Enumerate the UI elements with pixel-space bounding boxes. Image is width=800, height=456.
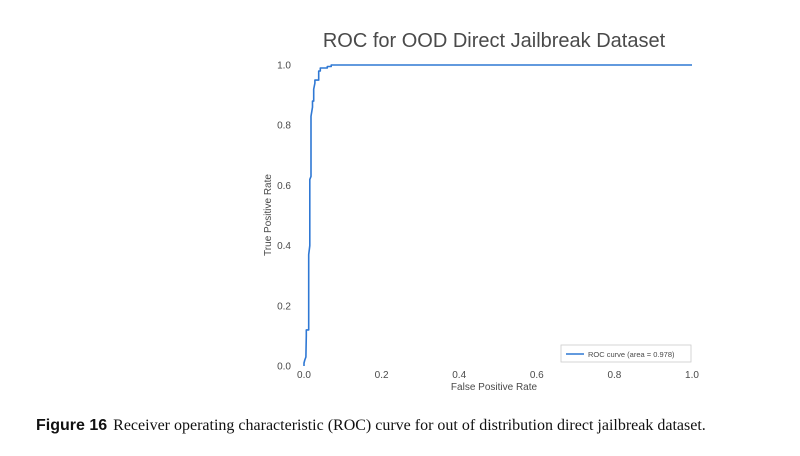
x-tick-label: 0.4 [452, 370, 466, 381]
roc-chart: ROC for OOD Direct Jailbreak Dataset Fal… [263, 30, 699, 393]
legend: ROC curve (area = 0.978) [560, 344, 692, 363]
y-tick-label: 0.4 [277, 241, 291, 252]
roc-curve-line [303, 64, 692, 366]
legend-box [560, 344, 692, 363]
tick-labels: 0.0 0.2 0.4 0.6 0.8 1.0 0.0 0.2 0.4 0.6 0.8 1.0 [277, 61, 699, 382]
y-tick-label: 0.8 [277, 121, 291, 132]
x-tick-label: 0.8 [607, 370, 621, 381]
y-tick-label: 1.0 [277, 61, 291, 72]
x-tick-label: 0.0 [297, 370, 311, 381]
y-axis-label: True Positive Rate [263, 174, 274, 256]
y-tick-label: 0.2 [277, 301, 291, 312]
y-tick-label: 0.0 [277, 362, 291, 373]
chart-title: ROC for OOD Direct Jailbreak Dataset [323, 30, 666, 52]
plot-area [303, 64, 692, 366]
y-tick-label: 0.6 [277, 181, 291, 192]
legend-label: ROC curve (area = 0.978) [588, 350, 675, 359]
caption-text: Receiver operating characteristic (ROC) … [113, 417, 706, 434]
x-tick-label: 0.6 [530, 370, 544, 381]
x-tick-label: 1.0 [685, 370, 699, 381]
caption-label: Figure 16 [36, 417, 108, 434]
x-tick-label: 0.2 [375, 370, 389, 381]
figure-caption: Figure 16 Receiver operating characterist… [36, 417, 776, 435]
x-axis-label: False Positive Rate [451, 382, 538, 393]
